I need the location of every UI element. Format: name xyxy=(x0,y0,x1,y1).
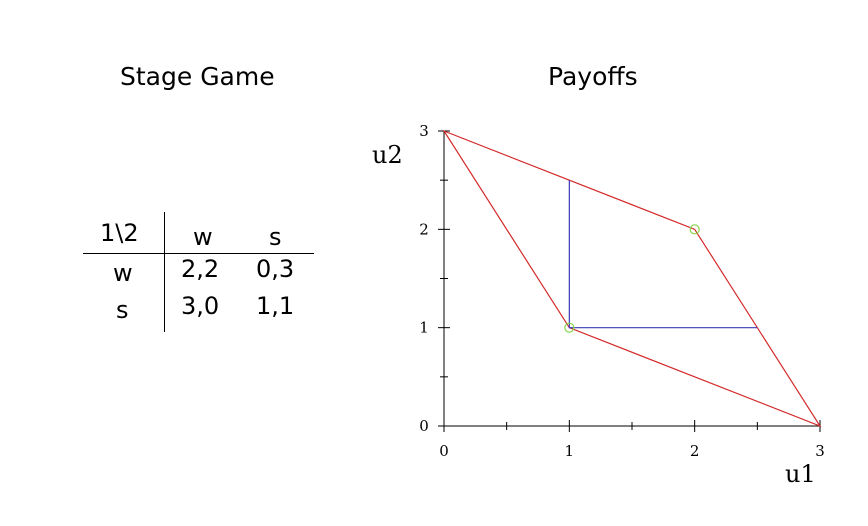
payoffs-title: Payoffs xyxy=(548,62,638,91)
row-header-w: w xyxy=(113,259,133,287)
data-point-marker xyxy=(689,224,700,235)
chart-axes xyxy=(443,131,820,427)
data-point-marker xyxy=(564,322,575,333)
y-tick-label: 2 xyxy=(419,220,429,238)
column-header-s: s xyxy=(269,223,282,251)
chart-ticks xyxy=(438,130,821,432)
matrix-row-rule xyxy=(164,212,165,332)
cell-s-w: 3,0 xyxy=(181,292,220,320)
y-tick-label: 3 xyxy=(419,122,429,140)
cell-w-s: 0,3 xyxy=(256,255,295,283)
column-header-w: w xyxy=(193,223,213,251)
row-header-s: s xyxy=(116,296,129,324)
matrix-corner-label: 1\2 xyxy=(100,219,139,247)
cell-s-s: 1,1 xyxy=(256,292,295,320)
x-tick-label: 2 xyxy=(690,442,700,460)
matrix-header-rule xyxy=(83,253,314,254)
cell-w-w: 2,2 xyxy=(181,255,220,283)
x-tick-label: 0 xyxy=(439,442,449,460)
x-tick-label: 1 xyxy=(565,442,575,460)
y-axis-label: u2 xyxy=(372,141,403,169)
series-line-0 xyxy=(442,129,822,428)
x-axis-label: u1 xyxy=(785,460,816,488)
series-line-1 xyxy=(568,180,758,329)
chart-tick-labels: 0 1 2 3 0 1 2 3 xyxy=(419,122,825,460)
y-tick-label: 0 xyxy=(419,417,429,435)
chart-markers xyxy=(564,224,700,333)
stage-game-title: Stage Game xyxy=(120,62,275,91)
x-tick-label: 3 xyxy=(815,442,825,460)
chart-series xyxy=(442,129,822,428)
y-tick-label: 1 xyxy=(419,319,429,337)
